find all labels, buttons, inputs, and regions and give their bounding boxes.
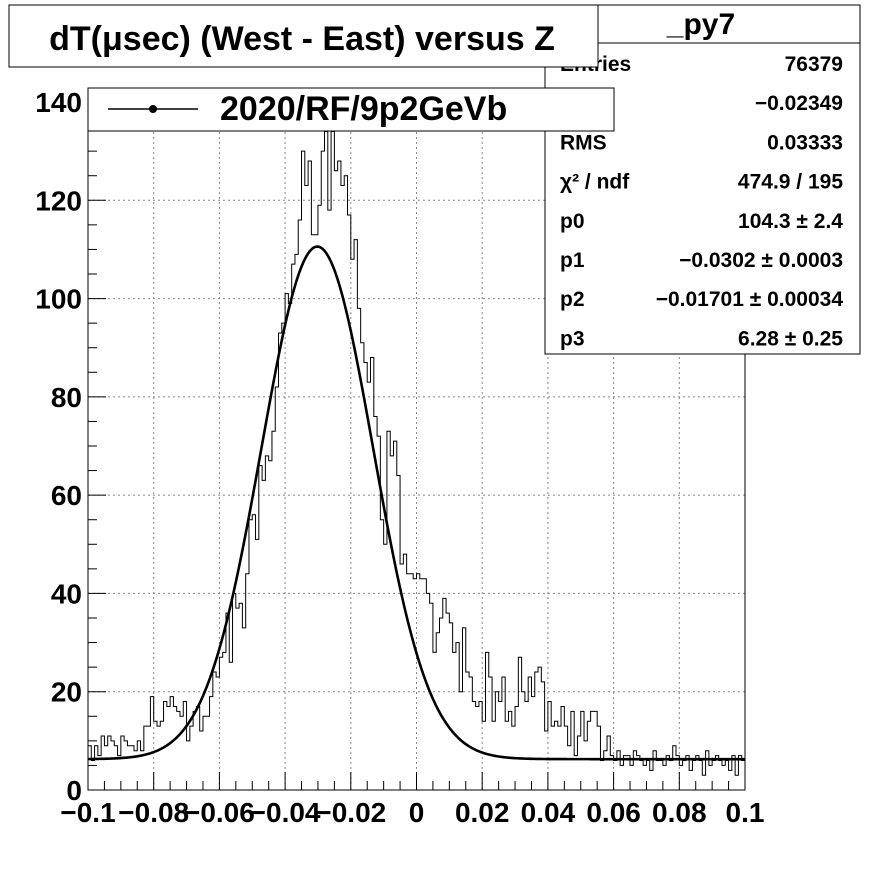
title-box: dT(μsec) (West - East) versus Z bbox=[8, 4, 599, 68]
stats-row-label: p3 bbox=[560, 327, 585, 350]
stats-row-value: −0.01701 ± 0.00034 bbox=[656, 288, 844, 311]
stats-row-label: χ² / ndf bbox=[560, 171, 630, 194]
stats-row-label: p1 bbox=[560, 249, 585, 272]
x-tick-label: 0.04 bbox=[521, 797, 576, 828]
x-tick-label: 0.02 bbox=[455, 797, 510, 828]
stats-row-value: 474.9 / 195 bbox=[738, 171, 843, 194]
y-tick-label: 60 bbox=[51, 480, 82, 511]
x-tick-label: −0.04 bbox=[250, 797, 321, 828]
stats-row-value: 76379 bbox=[785, 53, 843, 76]
x-tick-label: −0.02 bbox=[315, 797, 386, 828]
stats-row-label: RMS bbox=[560, 131, 607, 154]
y-tick-label: 0 bbox=[66, 775, 82, 806]
x-tick-label: −0.06 bbox=[184, 797, 255, 828]
stats-row-value: 6.28 ± 0.25 bbox=[738, 327, 843, 350]
x-tick-label: −0.1 bbox=[60, 797, 115, 828]
title-box-frame bbox=[8, 4, 599, 68]
y-tick-label: 140 bbox=[35, 87, 82, 118]
x-axis-tick-labels: −0.1 −0.08−0.06−0.04−0.02 0 0.02 0.04 0.06 0.0… bbox=[60, 797, 764, 828]
x-tick-label: −0.08 bbox=[118, 797, 189, 828]
fit-curve bbox=[87, 245, 745, 761]
y-tick-label: 80 bbox=[51, 382, 82, 413]
histogram-series bbox=[88, 130, 745, 776]
stats-box-name: _py7 bbox=[666, 8, 735, 41]
stats-row-value: −0.02349 bbox=[755, 92, 843, 115]
x-tick-label: 0.08 bbox=[652, 797, 707, 828]
legend-dot-marker bbox=[149, 105, 157, 113]
chart-title: dT(μsec) (West - East) versus Z bbox=[49, 20, 555, 58]
stats-row-value: 104.3 ± 2.4 bbox=[738, 210, 843, 233]
x-tick-label: 0 bbox=[409, 797, 425, 828]
x-tick-label: 0.06 bbox=[586, 797, 641, 828]
y-tick-label: 120 bbox=[35, 185, 82, 216]
y-tick-label: 20 bbox=[51, 677, 82, 708]
legend-box: 2020/RF/9p2GeVb bbox=[87, 87, 615, 132]
stats-row-value: −0.0302 ± 0.0003 bbox=[679, 249, 843, 272]
fit-curve-group bbox=[87, 245, 745, 761]
legend-entry-label: 2020/RF/9p2GeVb bbox=[220, 90, 507, 128]
y-axis-tick-labels: 0 20 40 60 80 100 120 140 bbox=[35, 87, 82, 806]
y-tick-label: 40 bbox=[51, 578, 82, 609]
x-tick-label: 0.1 bbox=[726, 797, 765, 828]
y-tick-label: 100 bbox=[35, 284, 82, 315]
histogram-outline bbox=[88, 130, 745, 776]
stats-row-value: 0.03333 bbox=[767, 131, 843, 154]
stats-row-label: p2 bbox=[560, 288, 585, 311]
stats-row-label: p0 bbox=[560, 210, 585, 233]
